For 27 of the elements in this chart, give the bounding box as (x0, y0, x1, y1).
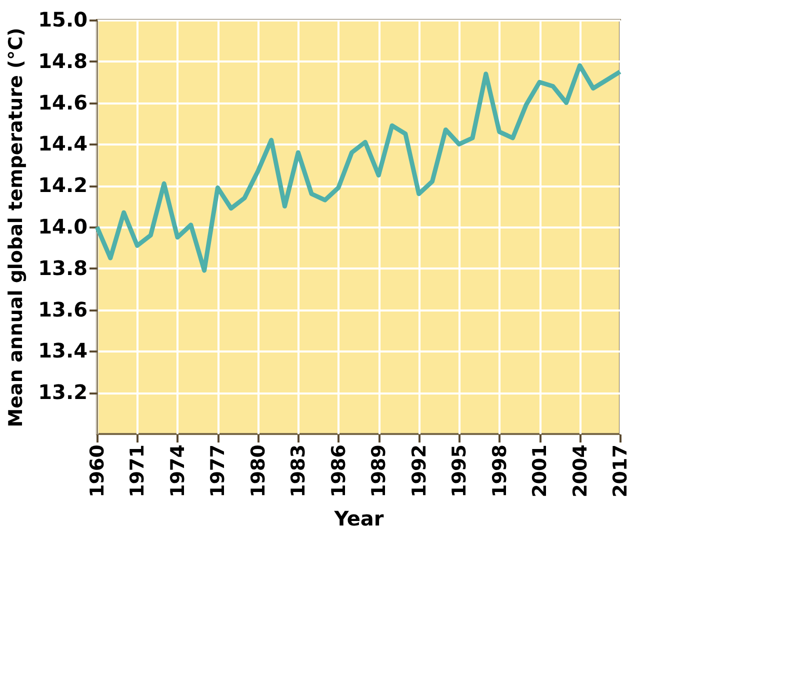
x-tick-label: 1995 (448, 444, 471, 498)
y-tick-label: 15.0 (38, 8, 88, 32)
x-tick-label: 1980 (247, 444, 270, 498)
y-axis-title: Mean annual global temperature (°C) (5, 28, 28, 428)
x-tick-label: 2001 (529, 444, 552, 498)
y-tick-label: 14.8 (38, 48, 88, 73)
y-tick-label: 13.6 (38, 297, 88, 322)
x-tick-label: 1977 (207, 444, 230, 498)
x-tick-label: 1986 (328, 444, 350, 498)
y-tick-label: 13.4 (38, 338, 88, 363)
y-tick-label: 14.6 (38, 90, 88, 114)
y-tick-label: 14.2 (38, 173, 88, 198)
x-tick-label: 1983 (288, 444, 310, 498)
y-tick-label: 14.4 (38, 132, 88, 156)
x-tick-label: 1992 (408, 444, 430, 498)
x-tick-label: 2004 (569, 444, 592, 498)
y-tick-label: 13.8 (38, 256, 88, 280)
x-axis-title: Year (333, 506, 384, 530)
x-tick-label: 2017 (610, 444, 632, 498)
x-tick-label: 1974 (166, 444, 189, 498)
x-tick-label: 1989 (368, 444, 390, 498)
x-tick-label: 1998 (488, 444, 511, 498)
x-tick-label: 1971 (126, 444, 149, 498)
y-tick-label: 14.0 (38, 214, 88, 238)
y-tick-label: 13.2 (38, 380, 88, 404)
x-tick-label: 1960 (86, 444, 108, 498)
line-series (94, 63, 622, 273)
